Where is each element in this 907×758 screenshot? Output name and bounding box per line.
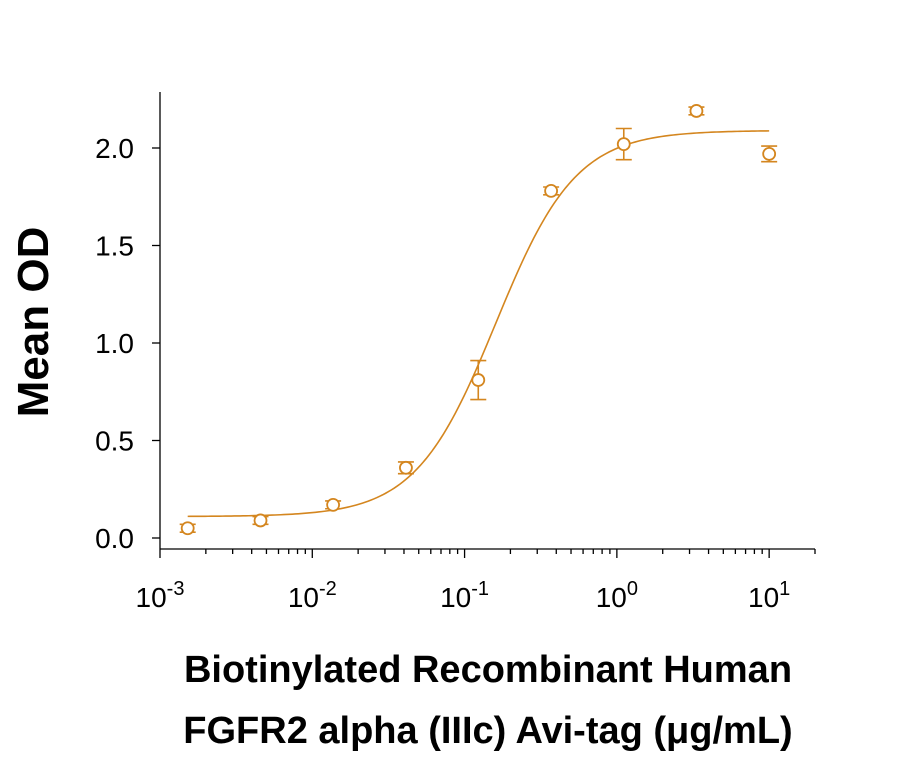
x-tick-label: 10-3	[136, 578, 185, 613]
data-marker	[399, 460, 413, 475]
data-marker	[326, 497, 341, 512]
data-marker	[471, 373, 486, 387]
fit-curve	[187, 130, 770, 518]
y-axis-label: Mean OD	[9, 227, 58, 418]
y-tick-label: 1.0	[95, 328, 134, 359]
data-point	[252, 513, 269, 528]
data-marker	[616, 137, 631, 152]
data-point	[543, 183, 560, 198]
fit-curve-layer	[187, 130, 770, 518]
data-marker	[544, 183, 559, 198]
y-tick-label: 2.0	[95, 133, 134, 164]
data-marker	[180, 521, 195, 536]
x-tick-label: 10-2	[288, 578, 337, 613]
y-tick-label: 0.5	[95, 426, 134, 457]
data-point	[761, 145, 778, 163]
data-marker	[689, 104, 704, 118]
data-point	[470, 359, 487, 401]
data-point	[325, 497, 342, 512]
data-point	[615, 127, 632, 161]
y-axis: 0.0 0.5 1.0 1.5 2.0	[95, 92, 161, 554]
data-point	[397, 460, 414, 475]
x-axis-label-line-1: Biotinylated Recombinant Human	[184, 649, 792, 691]
data-marker	[762, 146, 777, 161]
data-marker	[253, 513, 268, 528]
x-tick-label: 101	[748, 578, 790, 613]
x-tick-label: 100	[596, 578, 638, 613]
data-point	[688, 104, 705, 118]
data-points-layer	[179, 104, 778, 536]
y-tick-label: 0.0	[95, 523, 134, 554]
x-tick-label: 10-1	[440, 578, 489, 613]
data-point	[179, 521, 196, 536]
x-axis: 10-3 10-2 10-1 100 101	[136, 548, 816, 613]
y-tick-label: 1.5	[95, 231, 134, 262]
x-axis-label-line-2: FGFR2 alpha (IIIc) Avi-tag (μg/mL)	[183, 710, 792, 752]
